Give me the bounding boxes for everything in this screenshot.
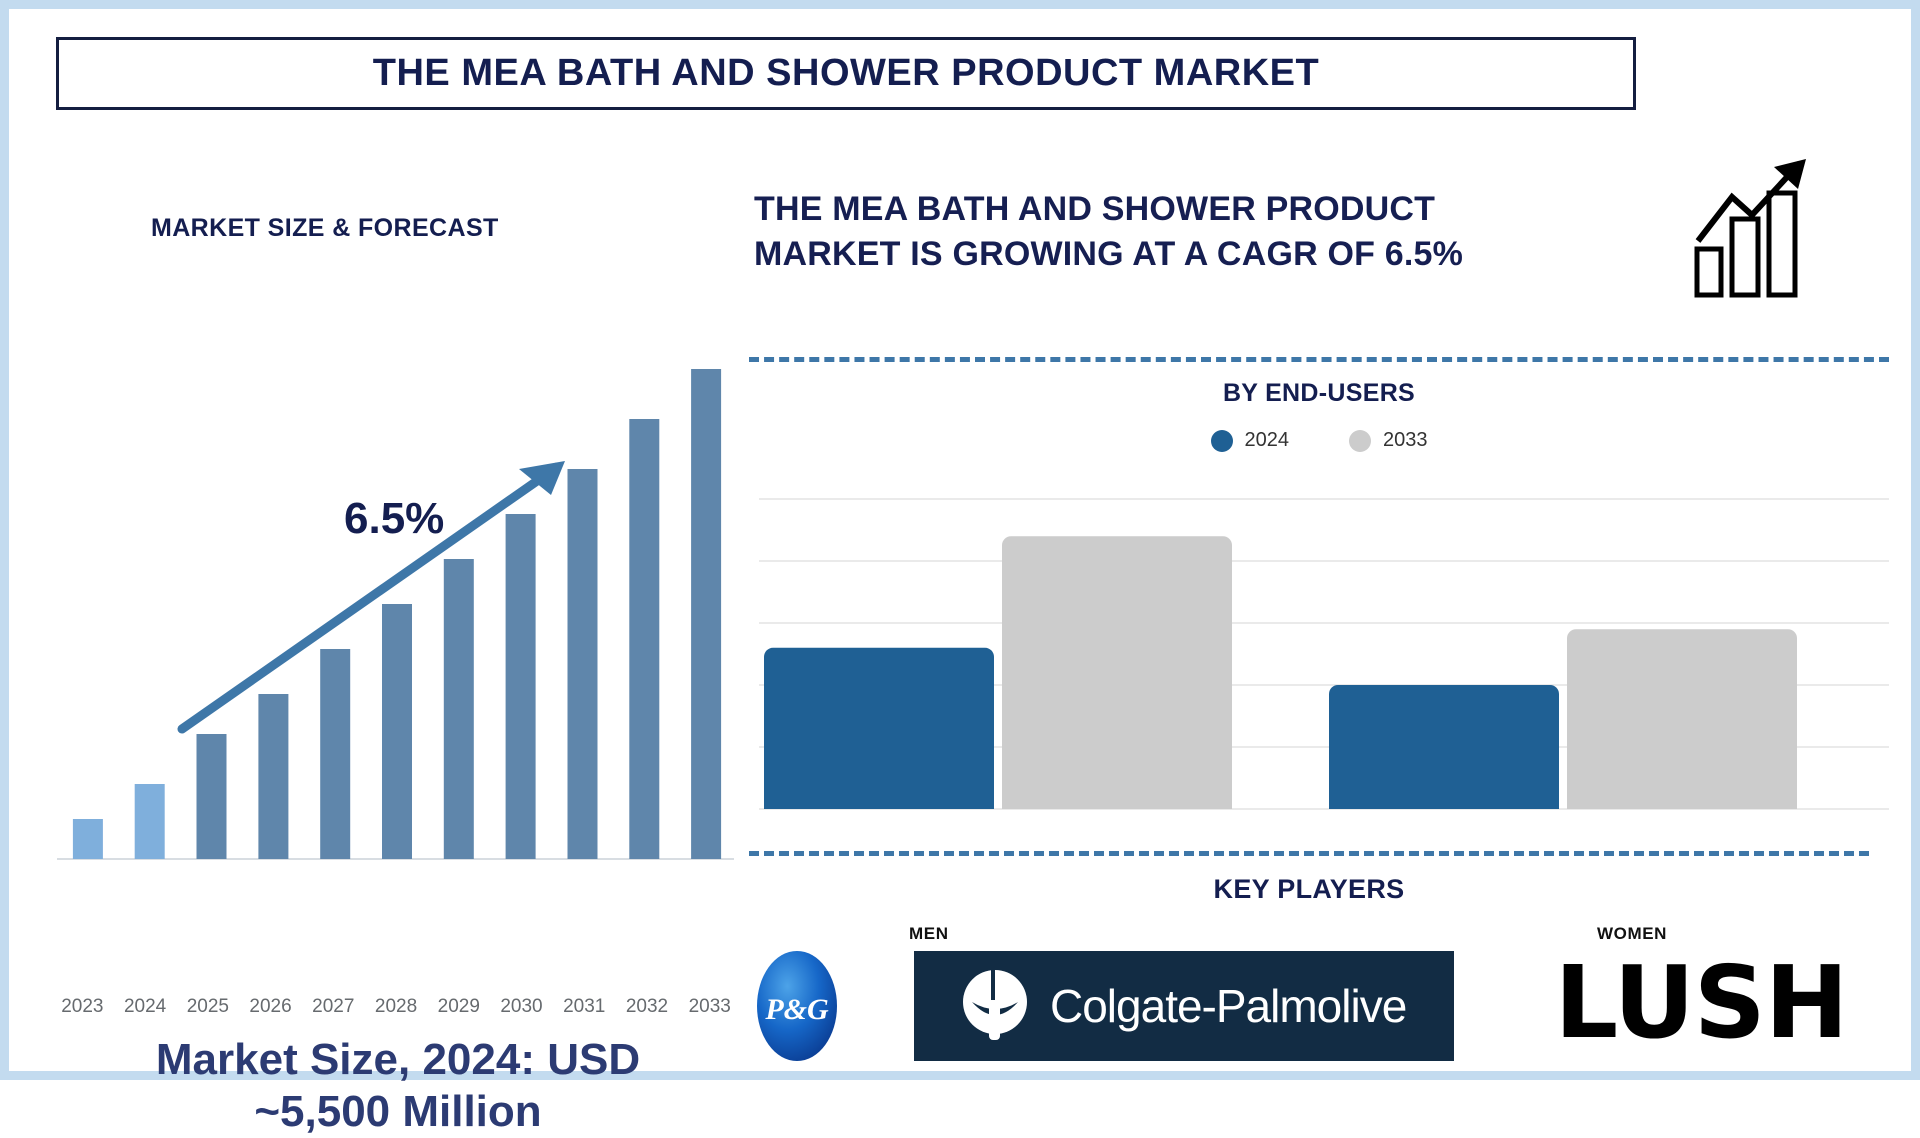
legend-label-2033: 2033 bbox=[1383, 429, 1428, 452]
year-label-2028: 2028 bbox=[365, 996, 428, 1018]
bar-2029 bbox=[444, 559, 474, 859]
key-players-logos: P&G Colgate-Palmolive LUSH bbox=[749, 929, 1909, 1079]
bar-2027 bbox=[320, 649, 350, 859]
key-players-title: KEY PLAYERS bbox=[749, 874, 1869, 905]
bar-2032 bbox=[629, 419, 659, 859]
pg-logo-icon: P&G bbox=[749, 947, 845, 1065]
bar-2026 bbox=[258, 694, 288, 859]
logo-colgate-palmolive: Colgate-Palmolive bbox=[914, 951, 1454, 1061]
year-label-2024: 2024 bbox=[114, 996, 177, 1018]
infographic-inner: THE MEA BATH AND SHOWER PRODUCT MARKET M… bbox=[9, 9, 1911, 1071]
page-title: THE MEA BATH AND SHOWER PRODUCT MARKET bbox=[373, 52, 1319, 95]
svg-text:P&G: P&G bbox=[764, 993, 829, 1026]
left-section-heading: MARKET SIZE & FORECAST bbox=[151, 214, 499, 243]
bar-2030 bbox=[506, 514, 536, 859]
bar-foot-women-2033 bbox=[1567, 795, 1797, 809]
lush-logo-text: LUSH bbox=[1554, 944, 1847, 1061]
year-label-2033: 2033 bbox=[678, 996, 741, 1018]
logo-pg: P&G bbox=[749, 947, 845, 1065]
colgate-logo-text: Colgate-Palmolive bbox=[1050, 979, 1406, 1033]
infographic-page: THE MEA BATH AND SHOWER PRODUCT MARKET M… bbox=[0, 0, 1920, 1080]
bar-2028 bbox=[382, 604, 412, 859]
bar-2025 bbox=[197, 734, 227, 859]
growth-headline-line-1: THE MEA BATH AND SHOWER PRODUCT bbox=[754, 187, 1694, 232]
year-label-2025: 2025 bbox=[176, 996, 239, 1018]
legend-dot-2033 bbox=[1349, 430, 1371, 452]
legend-item-2024: 2024 bbox=[1211, 429, 1290, 452]
legend-label-2024: 2024 bbox=[1245, 429, 1290, 452]
end-users-bar-chart bbox=[759, 469, 1889, 839]
divider-top bbox=[749, 357, 1889, 362]
year-label-2029: 2029 bbox=[427, 996, 490, 1018]
right-panel: THE MEA BATH AND SHOWER PRODUCT MARKET I… bbox=[749, 139, 1909, 1069]
year-label-2031: 2031 bbox=[553, 996, 616, 1018]
market-size-bar-chart bbox=[49, 299, 739, 989]
bar-2033 bbox=[691, 369, 721, 859]
year-label-2032: 2032 bbox=[616, 996, 679, 1018]
bar-series bbox=[73, 369, 721, 859]
growth-headline-line-2: MARKET IS GROWING AT A CAGR OF 6.5% bbox=[754, 232, 1694, 277]
chart-legend: 2024 2033 bbox=[749, 429, 1889, 452]
bar-2024 bbox=[135, 784, 165, 859]
bar-2023 bbox=[73, 819, 103, 859]
bar-foot-women-2024 bbox=[1329, 795, 1559, 809]
market-size-bar-chart-svg bbox=[49, 299, 739, 989]
bar-women-2033 bbox=[1567, 629, 1797, 809]
year-label-2027: 2027 bbox=[302, 996, 365, 1018]
market-size-line-2: ~5,500 Million bbox=[53, 1086, 743, 1138]
bar-women-2024 bbox=[1329, 685, 1559, 809]
market-size-line-1: Market Size, 2024: USD bbox=[53, 1034, 743, 1086]
bar-2031 bbox=[568, 469, 598, 859]
legend-item-2033: 2033 bbox=[1349, 429, 1428, 452]
year-label-2026: 2026 bbox=[239, 996, 302, 1018]
year-label-2030: 2030 bbox=[490, 996, 553, 1018]
legend-dot-2024 bbox=[1211, 430, 1233, 452]
grouped-bar-series bbox=[764, 536, 1797, 809]
growth-chart-icon bbox=[1694, 157, 1829, 302]
growth-chart-icon-svg bbox=[1694, 157, 1829, 302]
market-size-value: Market Size, 2024: USD ~5,500 Million bbox=[53, 1034, 743, 1138]
end-users-bar-chart-svg bbox=[759, 469, 1889, 839]
by-end-users-title: BY END-USERS bbox=[749, 379, 1889, 408]
bar-foot-men-2024 bbox=[764, 795, 994, 809]
header-box: THE MEA BATH AND SHOWER PRODUCT MARKET bbox=[56, 37, 1636, 110]
bar-men-2033 bbox=[1002, 536, 1232, 809]
logo-lush: LUSH bbox=[1501, 937, 1901, 1067]
bar-foot-men-2033 bbox=[1002, 795, 1232, 809]
year-label-2023: 2023 bbox=[51, 996, 114, 1018]
colgate-smile-icon bbox=[958, 966, 1032, 1046]
divider-bottom bbox=[749, 851, 1869, 856]
bar-men-2024 bbox=[764, 648, 994, 809]
growth-headline: THE MEA BATH AND SHOWER PRODUCT MARKET I… bbox=[754, 187, 1694, 277]
